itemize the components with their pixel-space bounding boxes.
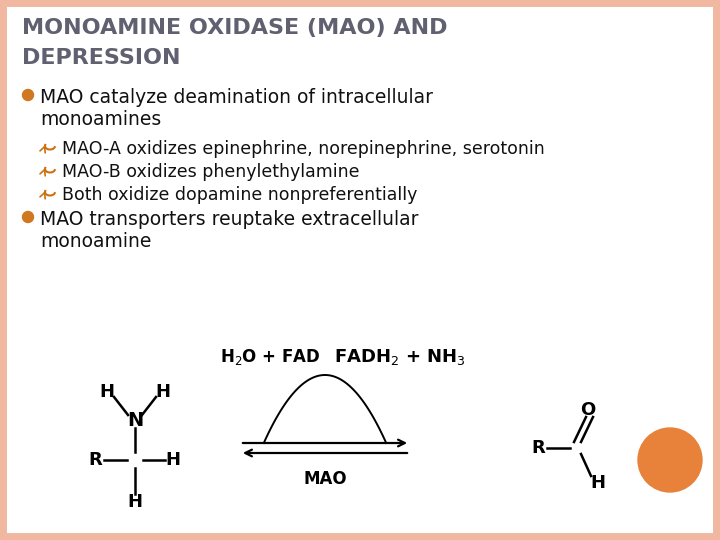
Text: MONOAMINE OXIDASE (MAO) AND: MONOAMINE OXIDASE (MAO) AND (22, 18, 448, 38)
Text: R: R (531, 439, 545, 457)
Text: MAO catalyze deamination of intracellular: MAO catalyze deamination of intracellula… (40, 88, 433, 107)
Text: monoamines: monoamines (40, 110, 161, 129)
Text: FADH$_2$ + NH$_3$: FADH$_2$ + NH$_3$ (334, 347, 466, 367)
Text: DEPRESSION: DEPRESSION (22, 48, 181, 68)
Text: Both oxidize dopamine nonpreferentially: Both oxidize dopamine nonpreferentially (62, 186, 418, 204)
Circle shape (638, 428, 702, 492)
Text: MAO-A oxidizes epinephrine, norepinephrine, serotonin: MAO-A oxidizes epinephrine, norepinephri… (62, 140, 545, 158)
Text: H: H (166, 451, 181, 469)
Text: H: H (127, 493, 143, 511)
Circle shape (22, 90, 34, 100)
Circle shape (22, 212, 34, 222)
Text: MAO transporters reuptake extracellular: MAO transporters reuptake extracellular (40, 210, 418, 229)
Text: H: H (99, 383, 114, 401)
Text: MAO-B oxidizes phenylethylamine: MAO-B oxidizes phenylethylamine (62, 163, 359, 181)
Text: O: O (580, 401, 595, 419)
Text: H: H (590, 474, 606, 492)
Text: H$_2$O + FAD: H$_2$O + FAD (220, 347, 320, 367)
Text: H: H (156, 383, 171, 401)
Text: N: N (127, 410, 143, 429)
Text: monoamine: monoamine (40, 232, 151, 251)
Text: MAO: MAO (303, 470, 347, 488)
Text: R: R (88, 451, 102, 469)
